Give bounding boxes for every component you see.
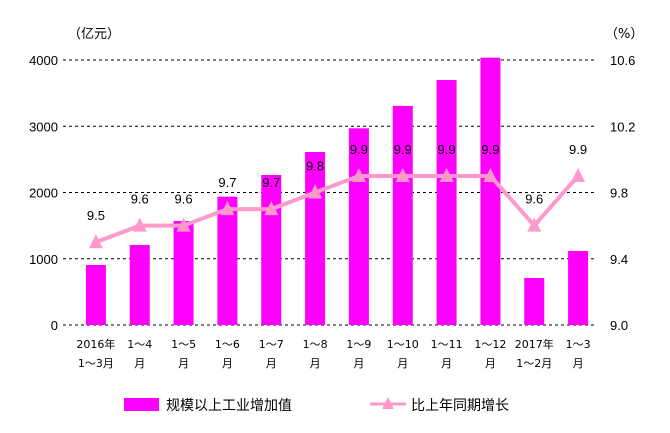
x-tick-label: 1～4 bbox=[127, 338, 152, 351]
x-tick-label: 1～7 bbox=[259, 338, 284, 351]
left-tick-label: 2000 bbox=[29, 186, 58, 201]
x-tick-label: 1～5 bbox=[171, 338, 196, 351]
x-tick-label: 1～2月 bbox=[516, 357, 552, 370]
data-label: 9.8 bbox=[306, 159, 324, 174]
growth-line bbox=[95, 173, 580, 245]
bar bbox=[305, 152, 326, 325]
line-marker bbox=[308, 184, 323, 199]
bar bbox=[85, 264, 106, 325]
data-label: 9.9 bbox=[481, 142, 499, 157]
x-tick-label: 月 bbox=[134, 357, 145, 370]
right-tick-label: 9.0 bbox=[610, 318, 628, 333]
left-tick-label: 1000 bbox=[29, 252, 58, 267]
x-tick-label: 月 bbox=[397, 357, 408, 370]
data-label: 9.6 bbox=[131, 192, 149, 207]
data-label: 9.9 bbox=[569, 142, 587, 157]
legend-bar-label: 规模以上工业增加值 bbox=[166, 398, 292, 414]
x-tick-label: 1～3月 bbox=[78, 357, 114, 370]
left-axis-unit: （亿元） bbox=[68, 27, 120, 42]
line-marker bbox=[395, 167, 410, 182]
right-tick-label: 10.2 bbox=[610, 119, 635, 134]
legend-line-label: 比上年同期增长 bbox=[411, 398, 509, 414]
line-marker bbox=[527, 217, 542, 232]
bar bbox=[261, 175, 282, 325]
x-tick-label: 月 bbox=[485, 357, 496, 370]
bar bbox=[480, 57, 501, 326]
x-tick-label: 1～9 bbox=[346, 338, 371, 351]
data-label: 9.7 bbox=[218, 175, 236, 190]
data-label: 9.9 bbox=[350, 142, 368, 157]
line-marker bbox=[220, 201, 235, 216]
line-marker bbox=[351, 167, 366, 182]
x-tick-label: 2016年 bbox=[76, 337, 115, 351]
x-tick-label: 1～6 bbox=[215, 338, 240, 351]
line-marker bbox=[439, 167, 454, 182]
x-tick-label: 1～12 bbox=[474, 338, 506, 351]
x-tick-label: 1～11 bbox=[431, 338, 463, 351]
right-tick-label: 10.6 bbox=[610, 53, 635, 68]
bar bbox=[568, 250, 589, 325]
bar bbox=[217, 196, 238, 325]
bar bbox=[524, 278, 545, 325]
bar bbox=[129, 244, 150, 325]
right-tick-label: 9.4 bbox=[610, 252, 628, 267]
legend: 规模以上工业增加值 比上年同期增长 bbox=[124, 397, 509, 414]
bar bbox=[348, 128, 369, 325]
x-tick-label: 月 bbox=[266, 357, 277, 370]
left-tick-label: 3000 bbox=[29, 119, 58, 134]
data-label: 9.9 bbox=[394, 142, 412, 157]
x-tick-label: 1～8 bbox=[303, 338, 328, 351]
data-label: 9.7 bbox=[262, 175, 280, 190]
data-label: 9.6 bbox=[525, 192, 543, 207]
data-label: 9.5 bbox=[87, 208, 105, 223]
x-tick-label: 月 bbox=[178, 357, 189, 370]
line-marker bbox=[264, 201, 279, 216]
x-tick-label: 1～3 bbox=[566, 338, 591, 351]
data-label: 9.9 bbox=[438, 142, 456, 157]
line-marker bbox=[132, 217, 147, 232]
bar bbox=[392, 105, 413, 325]
right-tick-label: 9.8 bbox=[610, 186, 628, 201]
x-tick-label: 月 bbox=[353, 357, 364, 370]
left-tick-label: 4000 bbox=[29, 53, 58, 68]
x-tick-label: 月 bbox=[310, 357, 321, 370]
legend-triangle-marker bbox=[382, 397, 394, 409]
x-tick-label: 月 bbox=[573, 357, 584, 370]
bar bbox=[173, 220, 194, 325]
x-tick-label: 月 bbox=[441, 357, 452, 370]
line-marker bbox=[483, 167, 498, 182]
left-tick-label: 0 bbox=[51, 318, 58, 333]
bar bbox=[436, 80, 457, 325]
x-tick-label: 2017年 bbox=[515, 337, 554, 351]
line-marker bbox=[88, 234, 103, 249]
legend-bar-swatch bbox=[124, 398, 159, 411]
right-axis-unit: （%） bbox=[605, 27, 643, 42]
x-tick-label: 1～10 bbox=[387, 338, 419, 351]
x-tick-label: 月 bbox=[222, 357, 233, 370]
data-label: 9.6 bbox=[175, 192, 193, 207]
line-marker bbox=[571, 167, 586, 182]
line-marker bbox=[176, 217, 191, 232]
